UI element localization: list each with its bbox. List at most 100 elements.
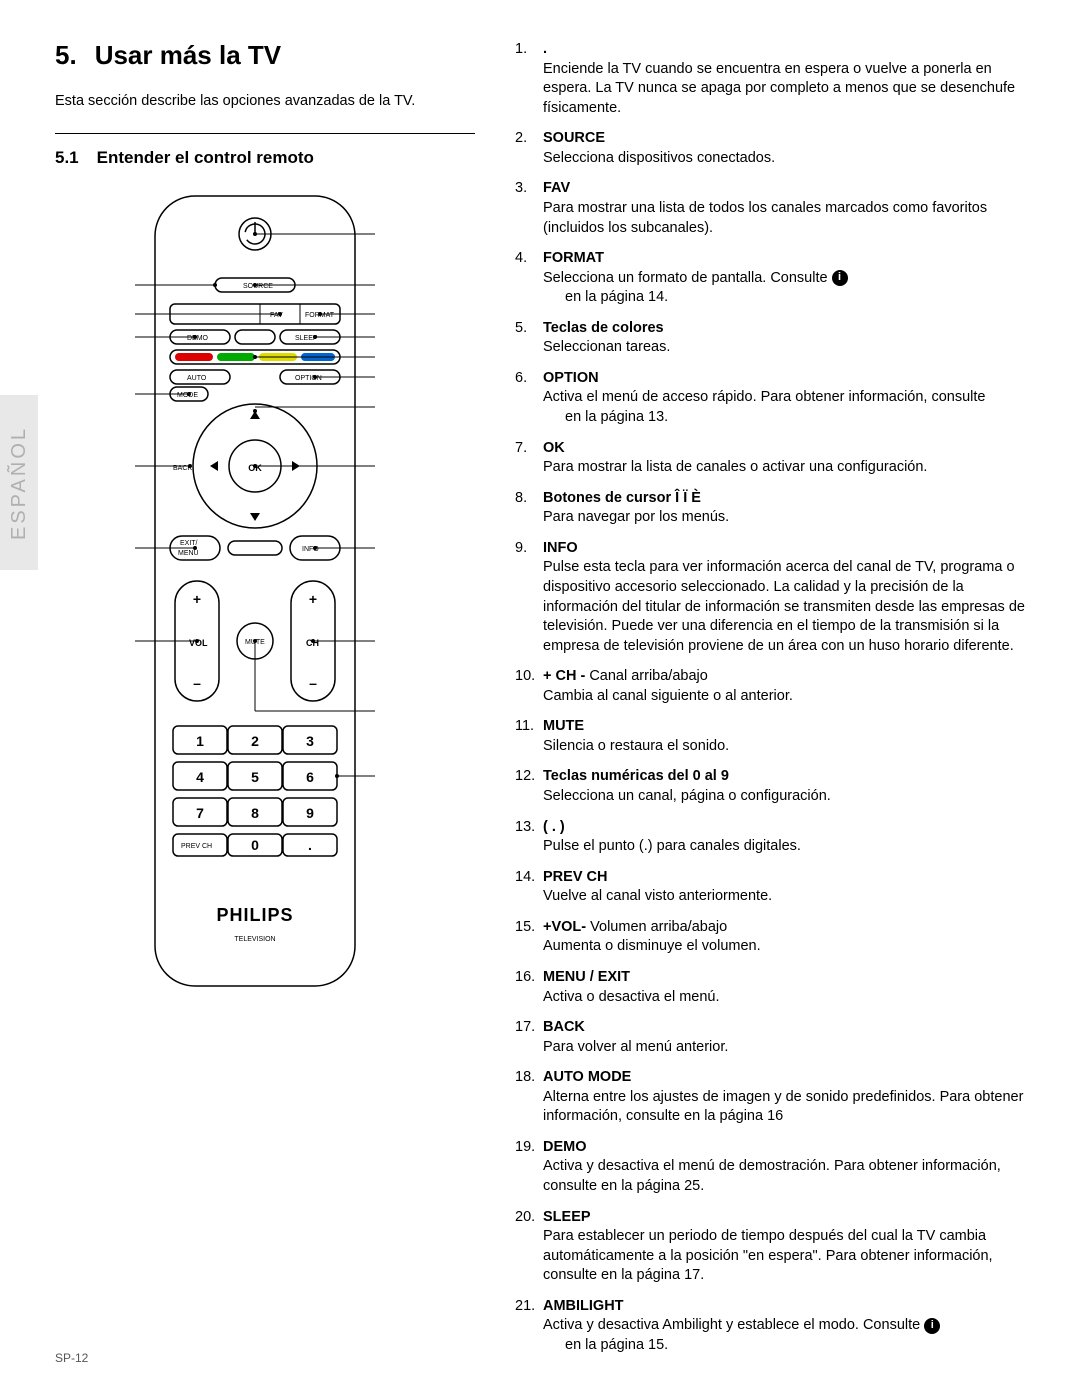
item-title: ( . ) bbox=[543, 819, 565, 835]
item-title: SLEEP bbox=[543, 1209, 591, 1225]
list-item: 19.DEMO Activa y desactiva el menú de dem… bbox=[515, 1138, 1025, 1197]
button-description-list: 1.. Enciende la TV cuando se encuentra en… bbox=[515, 40, 1025, 1356]
section-title: Usar más la TV bbox=[95, 40, 281, 70]
list-item: 8.Botones de cursor Î Ï ÈPara navegar po… bbox=[515, 489, 1025, 528]
item-description: Selecciona un formato de pantalla. Consu… bbox=[543, 270, 832, 286]
item-number: 9. bbox=[515, 539, 543, 559]
info-icon: i bbox=[832, 270, 848, 286]
item-content: DEMO Activa y desactiva el menú de demost… bbox=[543, 1138, 1025, 1197]
item-number: 20. bbox=[515, 1208, 543, 1228]
item-description: Activa y desactiva Ambilight y establece… bbox=[543, 1317, 924, 1333]
item-number: 3. bbox=[515, 179, 543, 199]
item-content: Teclas de coloresSeleccionan tareas. bbox=[543, 319, 1025, 358]
item-description: Cambia al canal siguiente o al anterior. bbox=[543, 688, 793, 704]
item-title-extra: Volumen arriba/abajo bbox=[586, 919, 727, 935]
item-content: OKPara mostrar la lista de canales o act… bbox=[543, 439, 1025, 478]
item-title: MUTE bbox=[543, 718, 584, 734]
item-content: PREV CHVuelve al canal visto anteriormen… bbox=[543, 868, 1025, 907]
item-number: 18. bbox=[515, 1068, 543, 1088]
item-number: 7. bbox=[515, 439, 543, 459]
item-description: Silencia o restaura el sonido. bbox=[543, 738, 729, 754]
item-inset: en la página 14. bbox=[543, 288, 1025, 308]
item-inset: en la página 15. bbox=[543, 1336, 1025, 1356]
item-description: Aumenta o disminuye el volumen. bbox=[543, 938, 761, 954]
svg-text:8: 8 bbox=[251, 805, 259, 821]
list-item: 3.FAVPara mostrar una lista de todos los… bbox=[515, 179, 1025, 238]
item-number: 19. bbox=[515, 1138, 543, 1158]
svg-text:PHILIPS: PHILIPS bbox=[216, 905, 293, 925]
item-content: MUTE Silencia o restaura el sonido. bbox=[543, 717, 1025, 756]
svg-text:+: + bbox=[193, 591, 201, 607]
item-content: AMBILIGHT Activa y desactiva Ambilight y … bbox=[543, 1297, 1025, 1356]
svg-text:1: 1 bbox=[196, 733, 204, 749]
divider bbox=[55, 133, 475, 134]
list-item: 5.Teclas de coloresSeleccionan tareas. bbox=[515, 319, 1025, 358]
item-description: Alterna entre los ajustes de imagen y de… bbox=[543, 1089, 1023, 1125]
item-number: 17. bbox=[515, 1018, 543, 1038]
item-content: FORMATSelecciona un formato de pantalla.… bbox=[543, 249, 1025, 308]
item-number: 1. bbox=[515, 40, 543, 60]
list-item: 4.FORMATSelecciona un formato de pantall… bbox=[515, 249, 1025, 308]
svg-text:6: 6 bbox=[306, 769, 314, 785]
svg-text:DEMO: DEMO bbox=[187, 335, 209, 342]
item-content: Botones de cursor Î Ï ÈPara navegar por … bbox=[543, 489, 1025, 528]
language-tab-text: ESPAÑOL bbox=[8, 426, 31, 540]
item-title: +VOL- bbox=[543, 919, 586, 935]
item-content: SOURCESelecciona dispositivos conectados… bbox=[543, 129, 1025, 168]
item-content: + CH - Canal arriba/abajo Cambia al canal… bbox=[543, 667, 1025, 706]
list-item: 20.SLEEP Para establecer un periodo de ti… bbox=[515, 1208, 1025, 1286]
item-number: 11. bbox=[515, 717, 543, 737]
item-number: 13. bbox=[515, 818, 543, 838]
svg-text:0: 0 bbox=[251, 837, 259, 853]
item-title: Botones de cursor Î Ï È bbox=[543, 490, 701, 506]
item-description: Enciende la TV cuando se encuentra en es… bbox=[543, 61, 1015, 116]
svg-text:AUTO: AUTO bbox=[187, 375, 207, 382]
list-item: 6.OPTIONActiva el menú de acceso rápido.… bbox=[515, 369, 1025, 428]
section-number: 5. bbox=[55, 40, 77, 70]
item-content: MENU / EXITActiva o desactiva el menú. bbox=[543, 968, 1025, 1007]
item-number: 21. bbox=[515, 1297, 543, 1317]
svg-text:TELEVISION: TELEVISION bbox=[234, 936, 275, 943]
item-title: OPTION bbox=[543, 370, 599, 386]
svg-text:5: 5 bbox=[251, 769, 259, 785]
item-content: ( . ) Pulse el punto (.) para canales dig… bbox=[543, 818, 1025, 857]
list-item: 1.. Enciende la TV cuando se encuentra en… bbox=[515, 40, 1025, 118]
list-item: 7.OKPara mostrar la lista de canales o a… bbox=[515, 439, 1025, 478]
item-description: Seleccionan tareas. bbox=[543, 339, 670, 355]
svg-text:–: – bbox=[193, 675, 201, 691]
subsection-number: 5.1 bbox=[55, 148, 79, 167]
svg-text:OPTION: OPTION bbox=[295, 375, 322, 382]
item-content: BACKPara volver al menú anterior. bbox=[543, 1018, 1025, 1057]
item-number: 10. bbox=[515, 667, 543, 687]
item-title: + CH - bbox=[543, 668, 585, 684]
item-number: 5. bbox=[515, 319, 543, 339]
svg-text:EXIT/: EXIT/ bbox=[180, 540, 198, 547]
intro-text: Esta sección describe las opciones avanz… bbox=[55, 93, 475, 109]
item-content: +VOL- Volumen arriba/abajo Aumenta o dism… bbox=[543, 918, 1025, 957]
item-description: Activa y desactiva el menú de demostraci… bbox=[543, 1158, 1001, 1194]
item-description: Para mostrar la lista de canales o activ… bbox=[543, 459, 927, 475]
item-title: AMBILIGHT bbox=[543, 1298, 624, 1314]
list-item: 15.+VOL- Volumen arriba/abajoAumenta o d… bbox=[515, 918, 1025, 957]
item-inset: en la página 13. bbox=[543, 408, 1025, 428]
item-title: . bbox=[543, 41, 547, 57]
item-number: 14. bbox=[515, 868, 543, 888]
list-item: 14.PREV CHVuelve al canal visto anterior… bbox=[515, 868, 1025, 907]
subsection-heading: 5.1Entender el control remoto bbox=[55, 148, 475, 168]
item-description: Selecciona dispositivos conectados. bbox=[543, 150, 775, 166]
item-description: Para establecer un periodo de tiempo des… bbox=[543, 1228, 993, 1283]
item-description: Para mostrar una lista de todos los cana… bbox=[543, 200, 987, 236]
item-description: Para volver al menú anterior. bbox=[543, 1039, 728, 1055]
item-number: 2. bbox=[515, 129, 543, 149]
item-title: DEMO bbox=[543, 1139, 587, 1155]
item-description: Pulse el punto (.) para canales digitale… bbox=[543, 838, 801, 854]
svg-text:SOURCE: SOURCE bbox=[243, 283, 273, 290]
svg-text:+: + bbox=[309, 591, 317, 607]
list-item: 2.SOURCESelecciona dispositivos conectad… bbox=[515, 129, 1025, 168]
svg-text:PREV CH: PREV CH bbox=[181, 843, 212, 850]
svg-text:9: 9 bbox=[306, 805, 314, 821]
item-title-extra: Canal arriba/abajo bbox=[585, 668, 708, 684]
item-content: . Enciende la TV cuando se encuentra en e… bbox=[543, 40, 1025, 118]
item-content: AUTO MODEAlterna entre los ajustes de im… bbox=[543, 1068, 1025, 1127]
item-number: 8. bbox=[515, 489, 543, 509]
